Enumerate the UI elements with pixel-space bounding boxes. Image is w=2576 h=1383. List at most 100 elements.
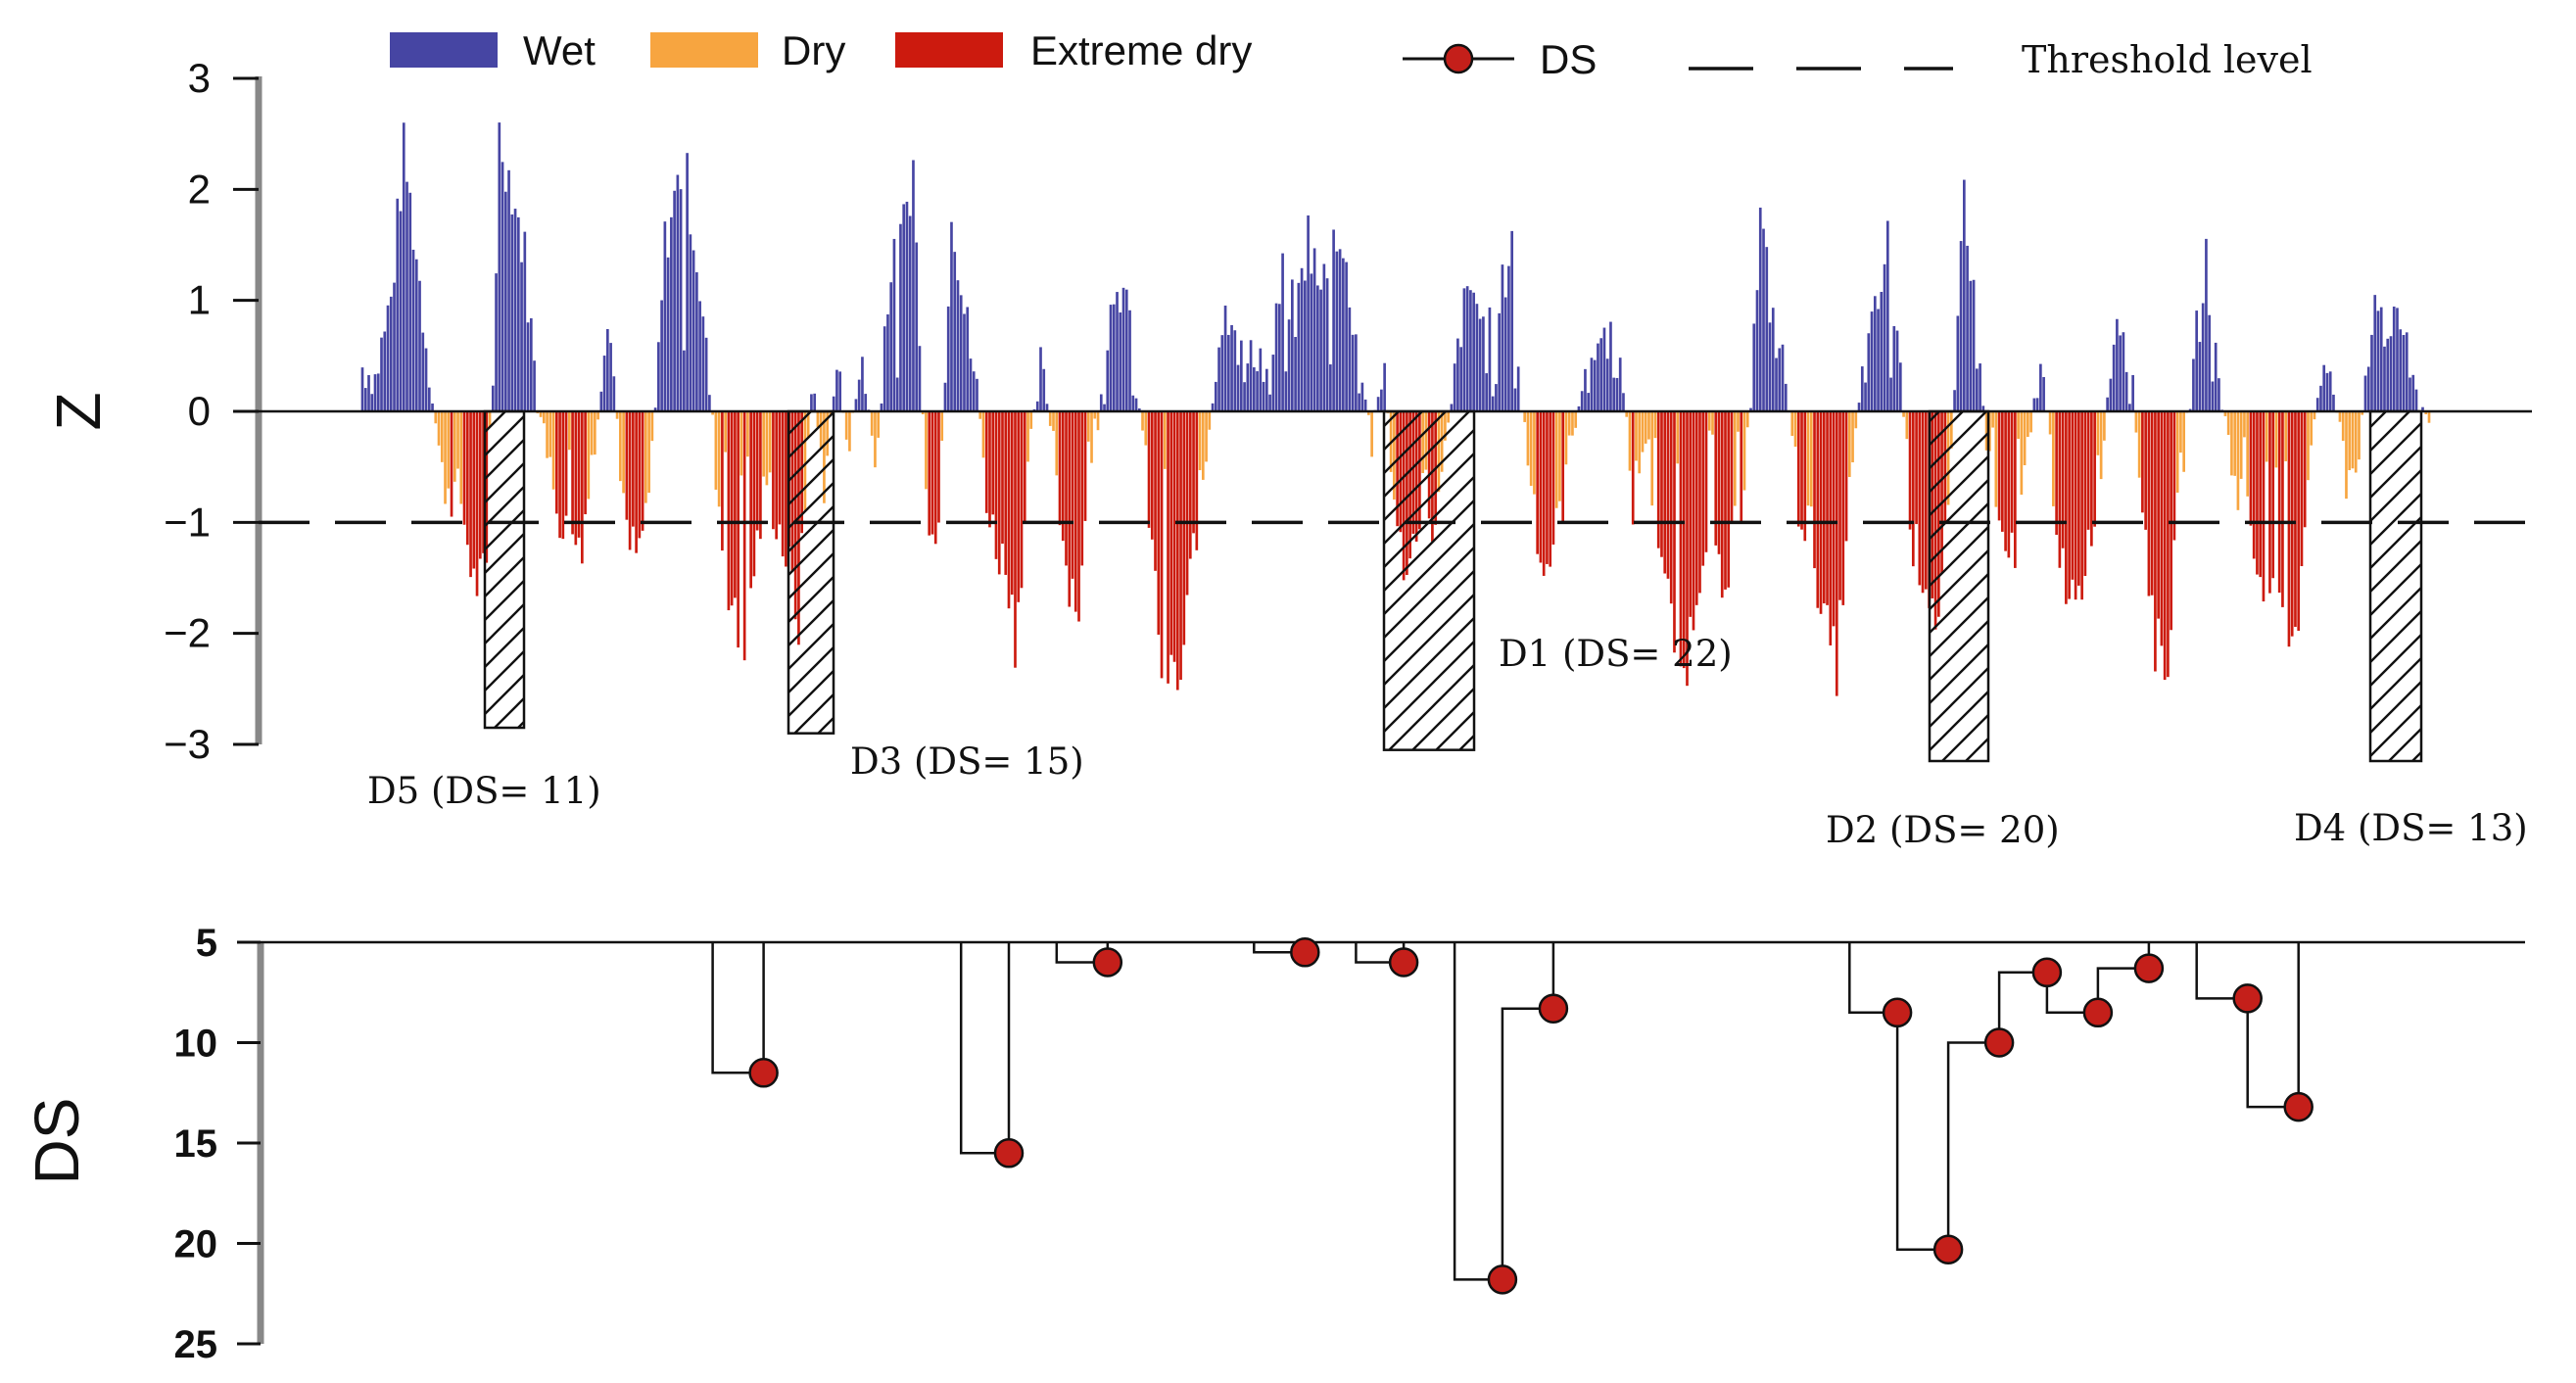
z-bar: [1819, 411, 1823, 614]
z-bar: [1007, 411, 1011, 609]
z-bar: [844, 411, 848, 440]
z-bar: [1325, 278, 1329, 411]
z-bar: [2090, 411, 2093, 547]
drought-event-box: [2368, 409, 2423, 763]
z-bar: [1472, 292, 1475, 411]
ds-axis-title: DS: [22, 1098, 92, 1185]
legend-label-ds: DS: [1540, 36, 1597, 82]
z-bar: [1796, 411, 1800, 527]
z-bar: [1988, 411, 1991, 452]
z-bar: [1182, 411, 1186, 645]
z-bar: [1023, 411, 1026, 523]
z-bar: [1099, 394, 1103, 411]
z-bar: [554, 411, 558, 514]
z-bar: [1370, 411, 1373, 457]
z-bar: [1058, 411, 1062, 526]
z-bar: [1749, 407, 1752, 411]
z-bar: [571, 411, 574, 535]
z-bar: [670, 216, 673, 411]
z-bar: [1698, 411, 1701, 594]
z-tick-label: 1: [188, 277, 211, 323]
drought-event-label: D5 (DS= 11): [367, 770, 601, 812]
z-bar: [666, 257, 670, 411]
z-bar: [2392, 307, 2396, 411]
z-bar: [641, 411, 644, 531]
z-bar: [1758, 207, 1762, 411]
z-bar: [1765, 247, 1769, 411]
z-bar: [516, 216, 520, 411]
z-bar: [739, 411, 743, 476]
z-bar: [1513, 388, 1517, 411]
z-bar: [2014, 411, 2017, 568]
z-bar: [638, 411, 642, 539]
z-bar: [2300, 411, 2304, 567]
z-bar: [1740, 411, 1743, 524]
z-bar: [1526, 411, 1530, 466]
z-bar: [1157, 411, 1161, 635]
z-bar: [1211, 403, 1215, 411]
z-bar: [1612, 377, 1616, 411]
z-bar: [1071, 411, 1074, 579]
z-bar: [539, 411, 543, 417]
z-bar: [940, 411, 944, 441]
z-bar: [1383, 362, 1386, 411]
z-bar: [870, 411, 874, 436]
z-bar: [498, 122, 501, 411]
z-bar: [418, 280, 421, 411]
z-bar: [523, 231, 527, 411]
z-bar: [2071, 411, 2075, 580]
z-bar: [501, 162, 504, 411]
z-bar: [2214, 342, 2218, 411]
z-bar: [1972, 279, 1976, 411]
legend-label-wet: Wet: [523, 27, 596, 73]
z-bar: [1580, 391, 1584, 411]
z-bar: [2354, 411, 2358, 473]
z-bar: [1017, 411, 1021, 602]
z-bar: [2303, 411, 2307, 528]
z-bar: [1618, 358, 1622, 411]
z-bar: [2068, 411, 2071, 599]
z-bar: [1335, 251, 1339, 411]
z-bar: [721, 411, 724, 551]
z-bar: [1966, 245, 1969, 411]
z-bar: [2363, 375, 2367, 411]
z-bar: [1895, 330, 1899, 411]
legend-marker-ds: [1443, 43, 1474, 74]
z-bar: [1342, 258, 1345, 411]
z-bar: [2322, 364, 2326, 411]
z-bar: [1281, 253, 1284, 411]
z-bar: [1915, 411, 1918, 525]
z-bar: [1106, 350, 1110, 411]
z-bar: [956, 280, 960, 411]
z-bar: [427, 387, 431, 411]
z-bar: [1727, 411, 1731, 588]
z-bar: [1953, 390, 1956, 411]
z-bar: [380, 337, 383, 411]
z-bar: [2236, 411, 2240, 510]
z-bar: [1841, 411, 1845, 605]
ds-step-line: [1453, 942, 1555, 1281]
ds-step-line: [2195, 942, 2300, 1109]
z-bar: [1249, 340, 1253, 411]
z-bar: [459, 411, 463, 504]
z-bar: [587, 411, 591, 500]
z-bar: [1793, 411, 1797, 448]
z-bar: [1265, 368, 1268, 411]
z-bar: [762, 411, 765, 477]
z-bar: [1813, 411, 1816, 569]
z-bar: [1536, 411, 1540, 554]
ds-tick-label: 10: [174, 1023, 218, 1066]
z-bar: [1163, 411, 1167, 469]
z-bar: [399, 211, 403, 411]
z-bar: [1462, 288, 1466, 411]
z-bar: [1784, 383, 1788, 411]
z-bar: [1042, 368, 1046, 411]
z-bar: [1609, 321, 1612, 411]
z-bar: [717, 411, 721, 507]
z-bar: [1864, 382, 1867, 411]
z-bar: [1908, 411, 1912, 530]
z-bar: [628, 411, 632, 550]
z-bar: [861, 357, 864, 411]
z-bar: [1124, 289, 1128, 411]
